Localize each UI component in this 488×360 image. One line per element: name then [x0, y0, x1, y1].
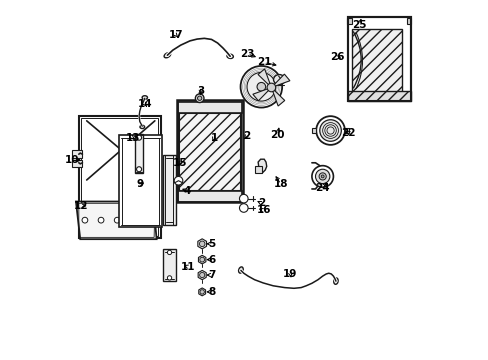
Bar [351, 30, 402, 96]
Bar [348, 91, 410, 101]
Circle shape [199, 273, 204, 278]
Ellipse shape [333, 278, 337, 284]
Bar [179, 113, 241, 192]
Circle shape [257, 82, 265, 91]
Text: 15: 15 [172, 158, 187, 168]
Circle shape [82, 217, 88, 223]
Text: 17: 17 [168, 30, 183, 40]
Circle shape [319, 120, 341, 141]
Text: 12: 12 [74, 201, 88, 211]
Circle shape [321, 175, 324, 178]
Polygon shape [272, 90, 284, 106]
Polygon shape [135, 134, 143, 173]
Circle shape [146, 217, 152, 223]
Polygon shape [252, 89, 269, 101]
Text: 20: 20 [270, 130, 284, 140]
Circle shape [195, 94, 203, 103]
Polygon shape [255, 166, 261, 173]
Polygon shape [198, 270, 206, 280]
Text: 5: 5 [207, 239, 215, 249]
Polygon shape [79, 116, 161, 238]
Text: 8: 8 [207, 287, 215, 297]
Text: 2: 2 [258, 198, 265, 208]
Bar [177, 100, 243, 202]
Text: 4: 4 [183, 186, 190, 196]
Text: 1: 1 [210, 133, 217, 143]
Bar [346, 18, 351, 24]
Polygon shape [273, 74, 289, 86]
Text: 13: 13 [125, 133, 140, 143]
Text: 10: 10 [64, 155, 79, 165]
Circle shape [200, 290, 204, 294]
Polygon shape [198, 255, 205, 264]
Polygon shape [198, 239, 206, 249]
Bar [72, 149, 82, 158]
Circle shape [136, 135, 142, 140]
Text: 24: 24 [315, 183, 329, 193]
Circle shape [199, 241, 204, 247]
Ellipse shape [273, 75, 285, 85]
Text: 11: 11 [181, 262, 195, 272]
Circle shape [197, 96, 202, 100]
Text: 7: 7 [207, 270, 215, 280]
Circle shape [239, 204, 247, 212]
Ellipse shape [140, 125, 144, 129]
Circle shape [246, 72, 275, 101]
Bar [348, 17, 410, 101]
Polygon shape [163, 155, 175, 225]
Ellipse shape [164, 53, 170, 58]
Circle shape [174, 176, 183, 185]
Text: 2: 2 [242, 131, 249, 141]
Polygon shape [119, 135, 162, 227]
Circle shape [200, 257, 204, 262]
Polygon shape [76, 202, 156, 239]
Circle shape [319, 173, 325, 180]
Bar [178, 191, 242, 202]
Ellipse shape [238, 267, 243, 273]
Polygon shape [198, 288, 205, 296]
Text: 16: 16 [257, 206, 271, 216]
Text: 3: 3 [197, 86, 204, 96]
Polygon shape [258, 69, 269, 85]
Ellipse shape [226, 54, 233, 58]
Bar [406, 18, 410, 24]
Circle shape [114, 217, 120, 223]
Polygon shape [258, 159, 266, 173]
Text: 9: 9 [136, 179, 143, 189]
Circle shape [130, 217, 136, 223]
Circle shape [266, 83, 275, 92]
Text: 23: 23 [240, 49, 254, 59]
Ellipse shape [142, 96, 147, 99]
Circle shape [239, 194, 247, 203]
Text: 26: 26 [329, 52, 344, 62]
Circle shape [167, 250, 171, 255]
Text: 19: 19 [283, 269, 297, 279]
Text: 18: 18 [273, 179, 288, 189]
Circle shape [98, 217, 104, 223]
Circle shape [315, 169, 329, 184]
Text: 14: 14 [137, 99, 152, 109]
Circle shape [311, 166, 333, 187]
Text: 21: 21 [257, 57, 271, 67]
Circle shape [316, 116, 344, 145]
Polygon shape [163, 249, 176, 281]
Text: 6: 6 [207, 255, 215, 265]
Polygon shape [344, 129, 348, 133]
Circle shape [240, 66, 282, 108]
Circle shape [167, 276, 171, 280]
Bar [178, 102, 242, 113]
Text: 25: 25 [351, 20, 366, 30]
Circle shape [136, 167, 142, 172]
Bar [72, 160, 82, 167]
Polygon shape [311, 129, 316, 133]
Text: 22: 22 [341, 128, 355, 138]
